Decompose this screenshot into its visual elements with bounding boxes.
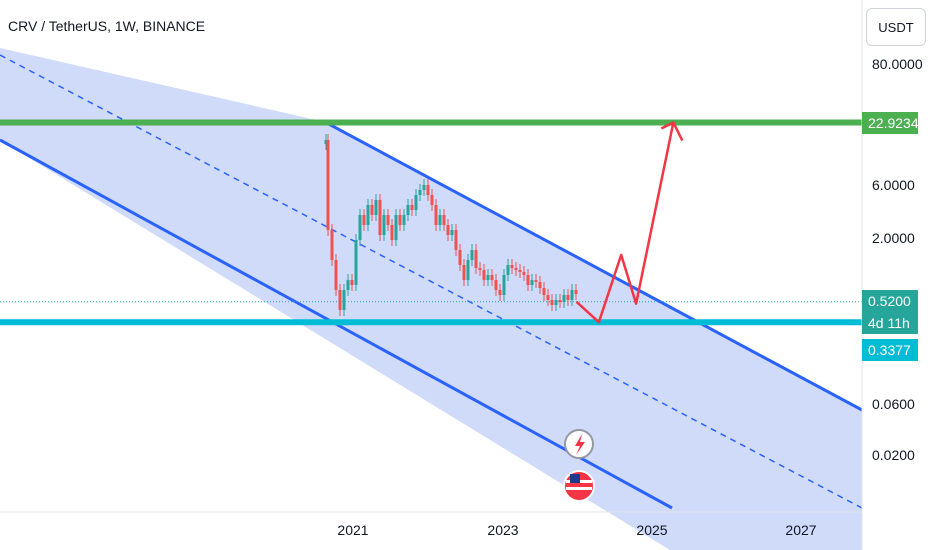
us-flag-icon[interactable] [563, 470, 595, 502]
projection-path[interactable] [575, 122, 675, 324]
y-tick-label: 6.0000 [872, 177, 915, 193]
candle [406, 199, 410, 221]
support-level-badge: 0.3377 [862, 339, 918, 361]
candle [542, 282, 546, 301]
x-tick-label: 2027 [785, 522, 817, 538]
candle [510, 259, 514, 274]
candle [358, 209, 362, 246]
candle [370, 199, 374, 221]
x-tick-label: 2025 [636, 522, 668, 538]
candle [534, 274, 538, 288]
projection-arrowhead [660, 120, 684, 142]
candle [330, 224, 334, 266]
candle [518, 264, 522, 278]
candle [474, 244, 478, 274]
candle [574, 284, 578, 300]
candle [462, 259, 466, 286]
candle [418, 184, 422, 201]
price-levels[interactable] [0, 119, 862, 326]
candle [362, 209, 366, 231]
resistance-level-badge: 22.9234 [862, 112, 919, 134]
candle [334, 254, 338, 296]
candle [346, 274, 350, 296]
candle [530, 274, 534, 291]
channel-median-line[interactable] [0, 54, 863, 509]
candle [558, 294, 562, 308]
y-tick-label: 2.0000 [872, 230, 915, 246]
candle [454, 224, 458, 256]
candle [526, 269, 530, 291]
candle [378, 194, 382, 241]
x-tick-label: 2023 [487, 522, 519, 538]
candle [490, 269, 494, 286]
candle [434, 199, 438, 231]
candle [398, 209, 402, 231]
channel-fill [0, 48, 862, 550]
y-tick-label: 80.0000 [872, 56, 923, 72]
countdown-badge: 4d 11h [862, 312, 918, 334]
candle [394, 209, 398, 246]
candle [342, 284, 346, 316]
candle [438, 209, 442, 231]
candle [478, 262, 482, 276]
chart-title: CRV / TetherUS, 1W, BINANCE [8, 18, 206, 34]
candle [382, 209, 386, 241]
candle [498, 284, 502, 301]
channel-upper-line[interactable] [324, 120, 863, 412]
axes [0, 0, 863, 550]
candlestick-series [324, 134, 578, 316]
candle [486, 269, 490, 286]
candle [554, 294, 558, 311]
candle [324, 134, 328, 150]
x-tick-label: 2021 [337, 522, 369, 538]
candle [366, 199, 370, 231]
candle [514, 262, 518, 276]
currency-button[interactable]: USDT [866, 8, 926, 46]
candle [338, 284, 342, 316]
candle [402, 209, 406, 231]
y-tick-label: 0.0600 [872, 396, 915, 412]
lightning-icon[interactable] [564, 429, 594, 459]
candle [502, 269, 506, 301]
candle [374, 194, 378, 221]
candle [522, 266, 526, 281]
candle [446, 219, 450, 241]
candle [470, 244, 474, 266]
candle [450, 224, 454, 241]
candle [562, 289, 566, 308]
candle [458, 244, 462, 271]
candle [326, 134, 330, 236]
candle [410, 199, 414, 216]
candle [350, 274, 354, 291]
candle [390, 219, 394, 246]
projection-arrow[interactable] [575, 120, 684, 324]
candle [538, 276, 542, 294]
candle [570, 284, 574, 306]
candle [482, 264, 486, 286]
candle [550, 294, 554, 311]
candle [386, 209, 390, 231]
current-price-badge: 0.5200 [862, 290, 918, 312]
candle [466, 254, 470, 286]
candle [422, 179, 426, 196]
candle [414, 189, 418, 216]
candle [354, 234, 358, 291]
candle [566, 289, 570, 306]
candle [426, 179, 430, 201]
candle [430, 189, 434, 211]
candle [506, 259, 510, 281]
candle [442, 209, 446, 231]
candle [546, 289, 550, 306]
candle [494, 274, 498, 296]
y-tick-label: 0.0200 [872, 447, 915, 463]
